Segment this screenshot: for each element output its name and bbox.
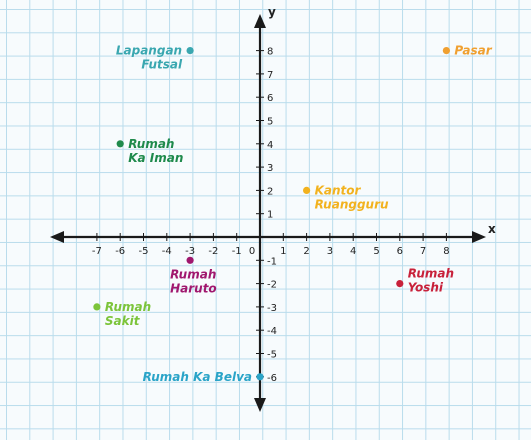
point-label: Yoshi <box>408 281 444 295</box>
x-axis-label: x <box>488 222 496 236</box>
point-marker <box>396 280 404 288</box>
x-tick-label: -6 <box>115 246 125 257</box>
x-tick-label: -1 <box>232 246 242 257</box>
point-marker <box>186 47 194 55</box>
y-tick-label: -2 <box>267 280 277 291</box>
data-point: Rumah Ka Belva <box>143 370 264 384</box>
y-axis-top-arrow <box>254 14 266 28</box>
x-tick-label: -5 <box>139 246 149 257</box>
y-tick-label: -3 <box>267 303 277 314</box>
y-tick-label: 2 <box>267 186 273 197</box>
y-tick-label: 6 <box>267 93 273 104</box>
y-tick-label: -4 <box>267 326 277 337</box>
point-label: Sakit <box>105 314 141 328</box>
point-label: Rumah Ka Belva <box>143 370 252 384</box>
y-tick-label: 5 <box>267 117 273 128</box>
point-label: Ka Iman <box>128 151 183 165</box>
y-tick-label: 4 <box>267 140 273 151</box>
x-tick-label: 4 <box>350 246 356 257</box>
tick-labels: -7 -6 -5 -4 -3 -2 -1 1 2 3 4 5 6 7 887654321-1-2-3-4-5… <box>92 47 450 384</box>
y-tick-label: 1 <box>267 210 273 221</box>
point-label: Rumah <box>128 137 174 151</box>
point-label: Kantor <box>315 183 362 197</box>
x-axis-left-arrow <box>50 231 64 243</box>
x-tick-label: -3 <box>185 246 195 257</box>
point-marker <box>303 186 311 194</box>
x-tick-label: -7 <box>92 246 102 257</box>
point-label: Futsal <box>141 58 183 72</box>
y-tick-label: 8 <box>267 47 273 58</box>
y-tick-label: 3 <box>267 163 273 174</box>
x-tick-label: 3 <box>327 246 333 257</box>
x-tick-label: 2 <box>303 246 309 257</box>
x-tick-label: 8 <box>443 246 449 257</box>
origin-label: 0 <box>249 246 255 257</box>
x-tick-label: 5 <box>373 246 379 257</box>
y-tick-label: -6 <box>267 373 277 384</box>
x-tick-label: 7 <box>420 246 426 257</box>
point-marker <box>442 47 450 55</box>
y-axis-label: y <box>268 5 276 19</box>
point-marker <box>256 373 264 381</box>
y-tick-label: -5 <box>267 350 277 361</box>
y-tick-label: 7 <box>267 70 273 81</box>
x-axis-right-arrow <box>472 231 486 243</box>
point-label: Rumah <box>105 300 151 314</box>
x-tick-label: -2 <box>208 246 218 257</box>
data-point: Pasar <box>442 44 493 58</box>
point-label: Pasar <box>454 44 492 58</box>
point-label: Haruto <box>170 281 217 295</box>
x-tick-label: 6 <box>397 246 403 257</box>
point-label: Rumah <box>408 267 454 281</box>
point-marker <box>186 256 194 264</box>
axes <box>50 14 486 412</box>
point-label: Rumah <box>170 267 216 281</box>
x-tick-label: 1 <box>280 246 286 257</box>
y-tick-label: -1 <box>267 256 277 267</box>
point-marker <box>116 140 124 148</box>
y-axis-bottom-arrow <box>254 398 266 412</box>
point-label: Ruangguru <box>315 197 389 211</box>
x-tick-label: -4 <box>162 246 172 257</box>
point-label: Lapangan <box>116 44 182 58</box>
point-marker <box>93 303 101 311</box>
